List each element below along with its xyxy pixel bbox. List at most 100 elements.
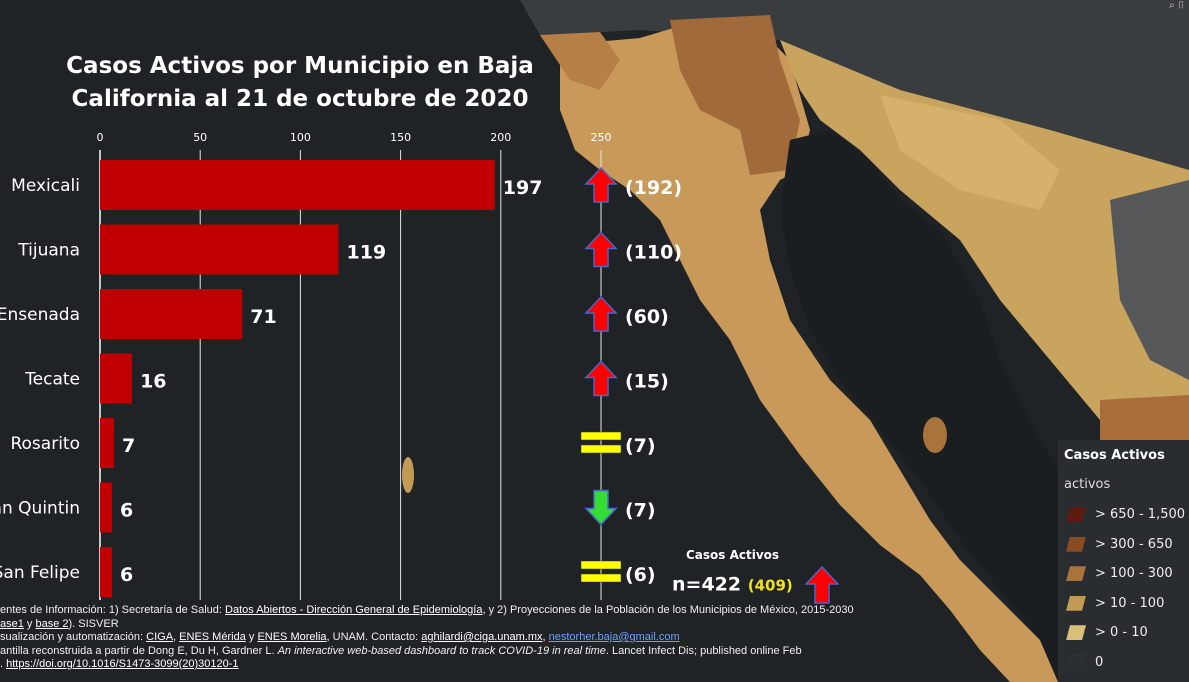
x-tick-label: 0 xyxy=(97,131,104,144)
sonora-east xyxy=(1110,180,1189,380)
bar xyxy=(100,353,133,404)
category-label: Mexicali xyxy=(11,176,80,196)
link-email-1[interactable]: aghilardi@ciga.unam.mx xyxy=(421,631,543,643)
sinaloa-region xyxy=(1100,395,1189,450)
legend-item: > 100 - 300 xyxy=(1058,559,1189,589)
legend-label: 0 xyxy=(1095,654,1104,670)
equal-bar xyxy=(580,573,622,583)
value-label: 197 xyxy=(503,177,543,199)
bar xyxy=(100,289,243,339)
legend-swatch xyxy=(1066,566,1086,582)
up-arrow-icon xyxy=(584,166,618,203)
previous-value-label: (110) xyxy=(625,242,682,264)
bar xyxy=(100,482,113,533)
x-tick-label: 50 xyxy=(193,131,207,144)
previous-value-label: (60) xyxy=(625,306,669,328)
category-label: Ensenada xyxy=(0,305,80,325)
tijuana-region xyxy=(540,32,620,90)
value-label: 16 xyxy=(140,371,166,393)
value-label: 7 xyxy=(122,435,135,457)
legend-item: > 300 - 650 xyxy=(1058,530,1189,560)
bar xyxy=(100,160,495,210)
map-tools[interactable]: ⌕ ▯ xyxy=(1169,0,1185,11)
source-link-datos[interactable]: Datos Abiertos - Dirección General de Ep… xyxy=(225,604,483,616)
equal-sign-icon xyxy=(580,431,622,454)
value-label: 6 xyxy=(120,500,133,522)
equal-bar xyxy=(580,560,622,570)
total-box: Casos Activos n=422 (409) xyxy=(672,548,841,604)
legend-label: > 100 - 300 xyxy=(1095,566,1173,582)
link-enes-merida[interactable]: ENES Mérida xyxy=(179,631,246,643)
legend-label: > 300 - 650 xyxy=(1095,536,1173,552)
equal-sign-icon xyxy=(580,560,622,583)
source-line-4: antilla reconstruida a partir de Dong E,… xyxy=(0,644,802,657)
x-tick-label: 150 xyxy=(390,131,411,144)
previous-value-label: (15) xyxy=(625,371,669,393)
total-value: n=422 xyxy=(672,573,742,596)
legend-swatch xyxy=(1066,625,1086,641)
previous-value-label: (7) xyxy=(625,435,656,457)
down-arrow-icon xyxy=(584,489,618,526)
value-label: 71 xyxy=(250,306,276,328)
sonora-region xyxy=(780,40,1189,440)
legend-item: > 650 - 1,500 xyxy=(1058,500,1189,530)
legend-swatch xyxy=(1066,507,1086,523)
source-line-5: . https://doi.org/10.1016/S1473-3099(20)… xyxy=(0,658,239,670)
equal-bar xyxy=(580,444,622,454)
category-label: Tijuana xyxy=(17,241,80,261)
equal-bar xyxy=(580,431,622,441)
total-title: Casos Activos xyxy=(686,548,780,562)
bar xyxy=(100,418,115,468)
x-tick-label: 200 xyxy=(490,131,511,144)
legend-label: > 10 - 100 xyxy=(1095,595,1165,611)
up-arrow-icon xyxy=(584,360,618,397)
sources-text: entes de Información: 1) Secretaría de S… xyxy=(0,604,930,672)
total-line: n=422 (409) xyxy=(672,565,841,604)
mexicali-region xyxy=(670,15,800,175)
island xyxy=(923,417,947,453)
previous-value-label: (192) xyxy=(625,177,682,199)
legend-item: > 10 - 100 xyxy=(1058,589,1189,619)
value-label: 119 xyxy=(346,242,386,264)
legend-swatch xyxy=(1066,654,1086,670)
source-line-3: sualización y automatización: CIGA, ENES… xyxy=(0,631,680,643)
total-up-arrow-icon xyxy=(804,565,841,604)
legend-label: > 0 - 10 xyxy=(1095,625,1148,641)
legend-item: > 0 - 10 xyxy=(1058,618,1189,648)
previous-value-label: (7) xyxy=(625,500,656,522)
source-link-base1[interactable]: ase1 xyxy=(0,617,24,630)
x-tick-label: 100 xyxy=(290,131,311,144)
value-label: 6 xyxy=(120,564,133,586)
legend-panel: Casos Activos activos > 650 - 1,500 > 300… xyxy=(1058,440,1189,682)
bar xyxy=(100,224,339,275)
category-label: Rosarito xyxy=(10,434,80,454)
us-region xyxy=(520,0,1189,180)
gulf-of-california xyxy=(780,130,1058,682)
legend-title: Casos Activos xyxy=(1064,448,1165,463)
legend-swatch xyxy=(1066,536,1086,552)
previous-value-label: (6) xyxy=(625,564,656,586)
link-doi[interactable]: https://doi.org/10.1016/S1473-3099(20)30… xyxy=(6,658,239,670)
category-label: San Felipe xyxy=(0,563,80,583)
baja-peninsula xyxy=(560,20,1060,682)
chart-title: Casos Activos por Municipio en Baja Cali… xyxy=(66,53,534,112)
link-ciga[interactable]: CIGA xyxy=(146,631,174,643)
search-icon[interactable]: ⌕ xyxy=(1168,0,1175,11)
source-link-base2[interactable]: base 2 xyxy=(35,617,69,630)
legend-label: > 650 - 1,500 xyxy=(1095,507,1186,523)
legend-item: 0 xyxy=(1058,648,1189,678)
legend-swatch xyxy=(1066,595,1086,611)
x-tick-label: 250 xyxy=(591,131,612,144)
legend-subtitle: activos xyxy=(1064,477,1111,492)
total-previous: (409) xyxy=(747,576,793,595)
source-line-2: ase1 y base 2). SISVER xyxy=(0,617,119,630)
bookmark-icon[interactable]: ▯ xyxy=(1177,0,1185,11)
category-label: an Quintin xyxy=(0,499,80,519)
link-email-2[interactable]: nestorher.baja@gmail.com xyxy=(548,631,680,643)
up-arrow-icon xyxy=(584,295,618,332)
category-label: Tecate xyxy=(24,370,80,390)
up-arrow-icon xyxy=(584,231,618,268)
sonora-north xyxy=(880,95,1060,210)
link-enes-morelia[interactable]: ENES Morelia xyxy=(257,631,327,643)
